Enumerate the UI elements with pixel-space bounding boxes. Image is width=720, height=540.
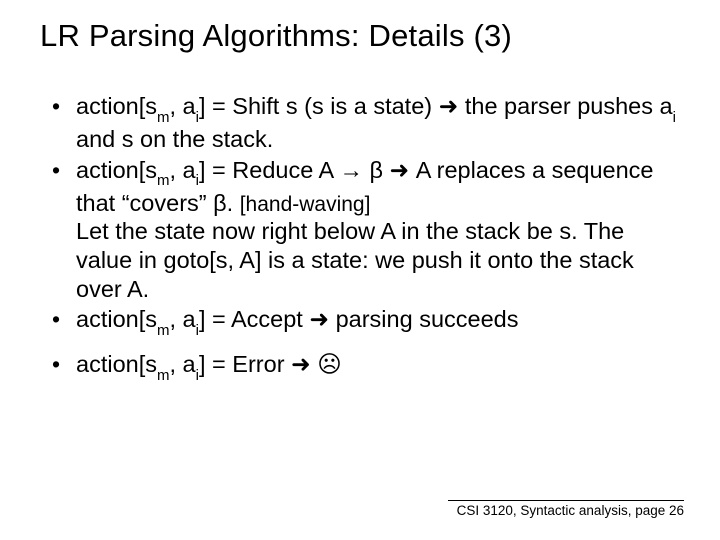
subscript: m <box>157 109 170 126</box>
text: action[s <box>76 157 157 183</box>
bullet-item-reduce: action[sm, ai] = Reduce A → β ➜ A replac… <box>50 156 680 304</box>
footer-text: CSI 3120, Syntactic analysis, page 26 <box>448 503 684 518</box>
subscript: i <box>196 367 199 384</box>
text: , a <box>170 93 196 119</box>
text: ] = Shift s (s is a state) ➜ the parser … <box>199 93 673 119</box>
subscript: i <box>196 322 199 339</box>
bullet-item-error: action[sm, ai] = Error ➜ ☹ <box>50 350 680 383</box>
text: , a <box>170 306 196 332</box>
text: action[s <box>76 93 157 119</box>
subscript: m <box>157 367 170 384</box>
slide-title: LR Parsing Algorithms: Details (3) <box>40 18 680 54</box>
text: , a <box>170 157 196 183</box>
bullet-item-shift: action[sm, ai] = Shift s (s is a state) … <box>50 92 680 154</box>
annotation: [hand-waving] <box>240 193 371 216</box>
footer-container: CSI 3120, Syntactic analysis, page 26 <box>448 500 684 518</box>
text: , a <box>170 351 196 377</box>
subscript: m <box>157 322 170 339</box>
footer-divider <box>448 500 684 501</box>
text: action[s <box>76 351 157 377</box>
subscript: m <box>157 172 170 189</box>
subscript: i <box>673 109 676 126</box>
text: ] = Error ➜ ☹ <box>199 351 342 377</box>
text: action[s <box>76 306 157 332</box>
text: ] = Accept ➜ parsing succeeds <box>199 306 519 332</box>
subscript: i <box>196 172 199 189</box>
slide-container: LR Parsing Algorithms: Details (3) actio… <box>0 0 720 540</box>
spacer <box>50 340 680 350</box>
bullet-item-accept: action[sm, ai] = Accept ➜ parsing succee… <box>50 305 680 338</box>
text: and s on the stack. <box>76 126 273 152</box>
bullet-list: action[sm, ai] = Shift s (s is a state) … <box>50 92 680 383</box>
subscript: i <box>196 109 199 126</box>
text: Let the state now right below A in the s… <box>76 218 634 301</box>
